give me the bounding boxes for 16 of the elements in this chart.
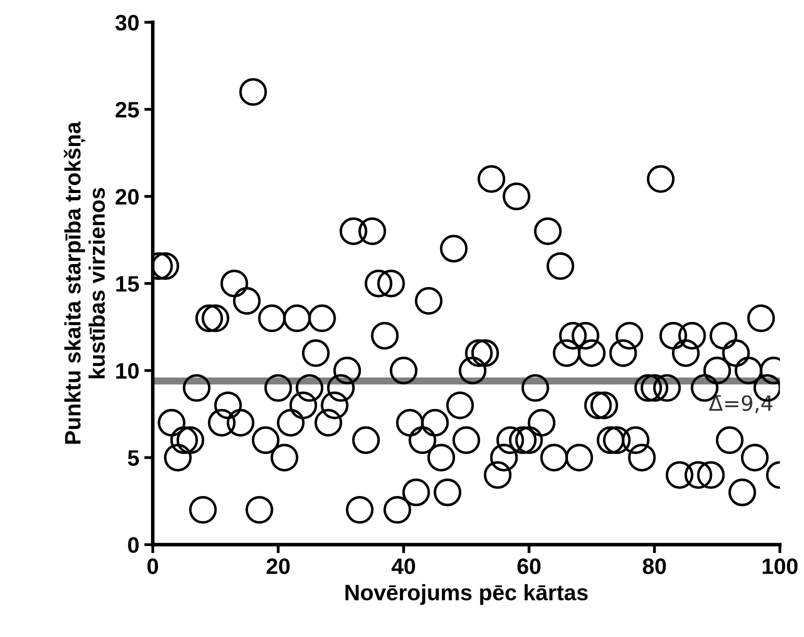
x-tick-label: 0: [147, 558, 158, 574]
y-tick-label: 10: [116, 363, 139, 379]
y-axis-title: Punktu skaita starpība trokšņa kustības virzienos: [64, 122, 105, 444]
x-tick-label: 60: [517, 558, 540, 574]
x-tick-label: 20: [266, 558, 290, 574]
y-tick-label: 30: [115, 14, 139, 31]
y-tick-label: 15: [116, 276, 139, 292]
x-axis-title: Novērojums pēc kārtas: [346, 584, 588, 605]
x-tick-label: 100: [762, 558, 798, 574]
y-tick-label: 0: [128, 537, 139, 553]
y-tick-label: 5: [128, 450, 139, 466]
y-tick-label: 25: [116, 102, 139, 118]
y-tick-label: 20: [116, 188, 139, 205]
x-tick-label: 40: [392, 558, 416, 574]
x-tick-label: 80: [642, 558, 666, 574]
ref-line-label: Δ̄=9,4: [708, 395, 772, 414]
